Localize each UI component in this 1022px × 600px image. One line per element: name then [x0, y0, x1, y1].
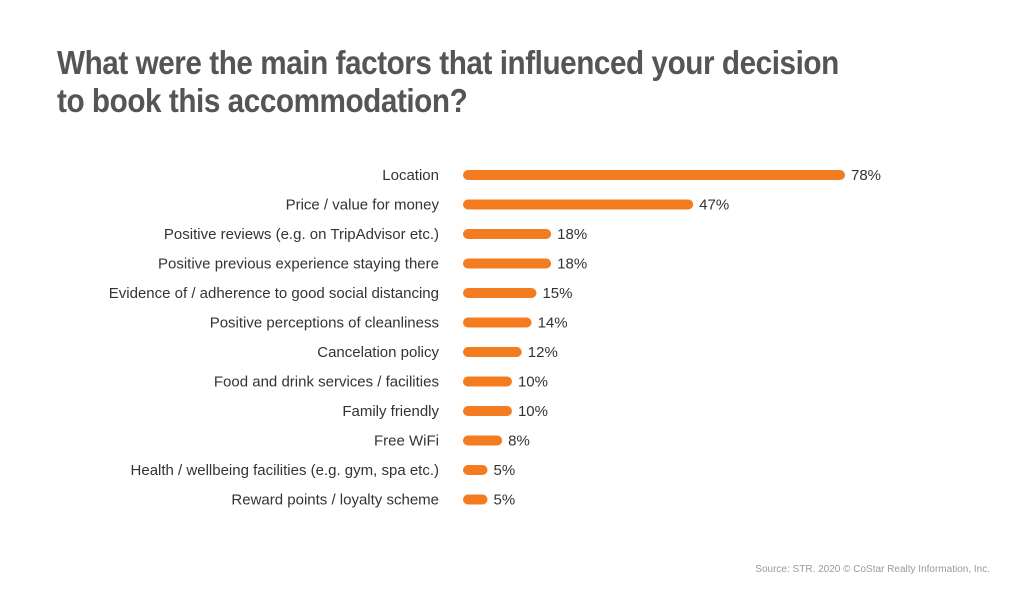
bar	[463, 199, 694, 210]
category-label: Health / wellbeing facilities (e.g. gym,…	[131, 462, 439, 479]
value-label: 14%	[538, 315, 568, 332]
bar	[463, 376, 512, 387]
bar	[463, 406, 512, 416]
bar	[463, 170, 845, 180]
category-label: Free WiFi	[374, 433, 439, 450]
bar	[463, 347, 522, 357]
bar	[463, 465, 488, 475]
value-label: 78%	[851, 167, 881, 184]
value-label: 5%	[493, 462, 515, 479]
category-label: Evidence of / adherence to good social d…	[109, 285, 439, 302]
value-label: 18%	[557, 256, 587, 273]
bar	[463, 288, 537, 298]
category-label: Positive perceptions of cleanliness	[210, 315, 439, 332]
category-label: Reward points / loyalty scheme	[231, 492, 439, 509]
chart-title: What were the main factors that influenc…	[57, 44, 839, 119]
bar	[463, 317, 532, 328]
value-label: 10%	[518, 403, 548, 420]
bar	[463, 258, 552, 269]
value-label: 5%	[493, 492, 515, 509]
value-label: 18%	[557, 226, 587, 243]
value-label: 47%	[699, 197, 729, 214]
value-label: 8%	[508, 433, 530, 450]
value-label: 10%	[518, 374, 548, 391]
value-label: 15%	[542, 285, 572, 302]
category-label: Cancelation policy	[317, 344, 439, 361]
bar	[463, 229, 552, 239]
category-label: Location	[382, 167, 439, 184]
bar	[463, 435, 503, 446]
bar	[463, 494, 488, 505]
category-label: Family friendly	[342, 403, 439, 420]
category-label: Price / value for money	[286, 197, 440, 214]
value-label: 12%	[528, 344, 558, 361]
category-label: Positive reviews (e.g. on TripAdvisor et…	[164, 226, 439, 243]
category-label: Positive previous experience staying the…	[158, 256, 439, 273]
source-note: Source: STR. 2020 © CoStar Realty Inform…	[755, 564, 990, 575]
category-label: Food and drink services / facilities	[214, 374, 439, 391]
